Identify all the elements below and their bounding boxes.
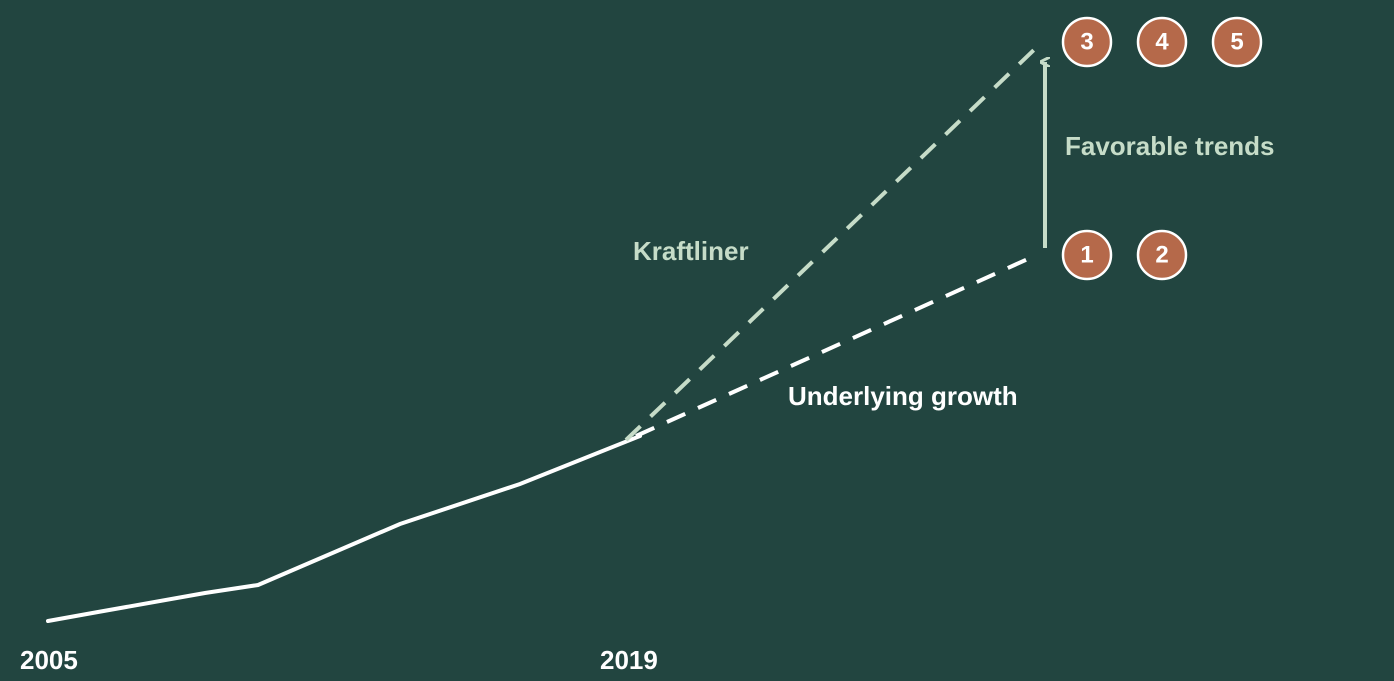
end-label: 2019 — [600, 645, 658, 675]
marker-circle — [1136, 229, 1188, 281]
underlying-growth-label: Underlying growth — [788, 381, 1018, 411]
marker-circle — [1061, 16, 1113, 68]
start-label: 2005 — [20, 645, 78, 675]
marker-number: 1 — [1080, 241, 1093, 268]
marker-circle — [1211, 16, 1263, 68]
marker-number: 4 — [1155, 28, 1169, 55]
marker-number: 5 — [1230, 28, 1243, 55]
marker-number: 2 — [1155, 241, 1168, 268]
historical-line — [46, 434, 642, 623]
marker-circle — [1061, 229, 1113, 281]
kraftliner-line — [624, 46, 1038, 442]
annotation: Favorable trends — [1065, 131, 1275, 161]
underlying-growth-line — [635, 256, 1031, 438]
marker-circle — [1136, 16, 1188, 68]
marker-number: 3 — [1080, 28, 1093, 55]
kraftliner-label: Kraftliner — [633, 236, 749, 266]
markers: 3 4 5 1 2 — [1061, 16, 1263, 281]
